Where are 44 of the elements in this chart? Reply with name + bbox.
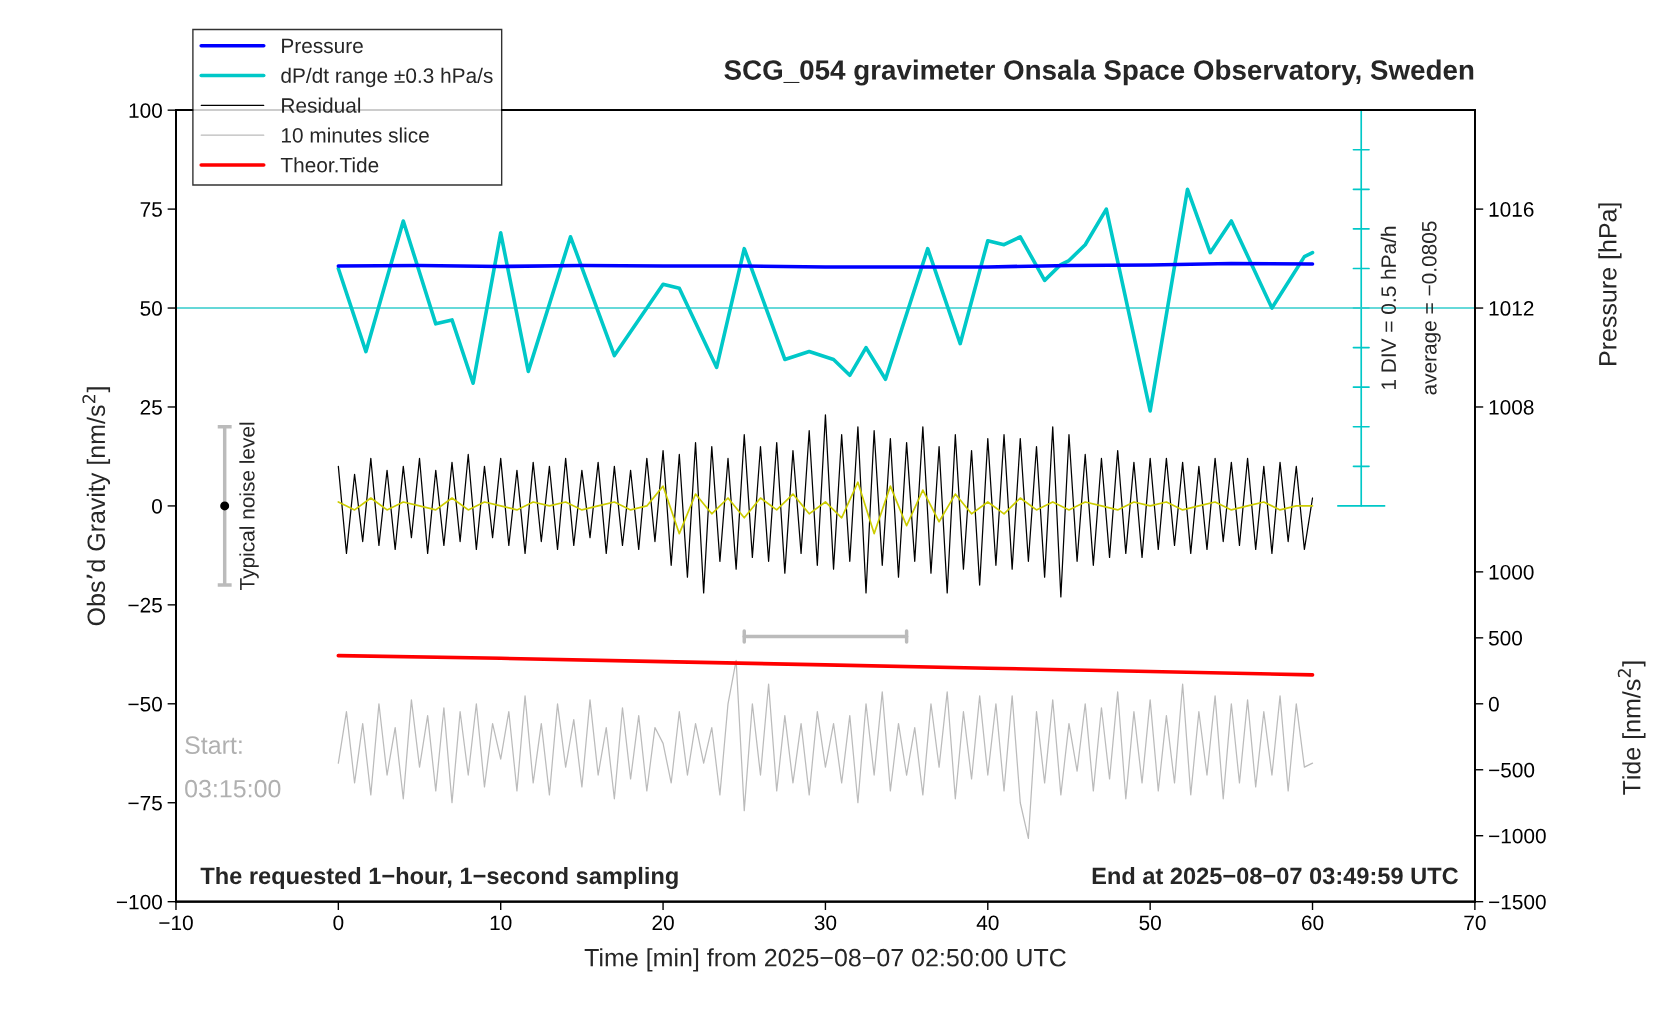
annotation: average = −0.0805 bbox=[1421, 221, 1441, 395]
x-axis-title: Time [min] from 2025−08−07 02:50:00 UTC bbox=[584, 948, 1066, 972]
legend-label: Theor.Tide bbox=[280, 157, 379, 173]
x-tick-label: 70 bbox=[1464, 915, 1486, 931]
y-tick-label: 0 bbox=[152, 498, 162, 514]
x-tick-label: −10 bbox=[159, 915, 193, 931]
y-tick-label: 75 bbox=[140, 202, 162, 217]
y3-tick-label: 1000 bbox=[1489, 564, 1534, 580]
y-tick-label: −100 bbox=[116, 894, 162, 910]
y-tick-label: −25 bbox=[128, 597, 162, 613]
y2-tick-label: 1012 bbox=[1489, 301, 1534, 316]
x-tick-label: 40 bbox=[976, 915, 999, 931]
legend-label: Pressure bbox=[282, 38, 363, 54]
x-tick-label: 20 bbox=[652, 915, 674, 931]
x-tick-label: 50 bbox=[1139, 915, 1161, 931]
y-tick-label: −50 bbox=[128, 696, 162, 712]
annotation: Start: bbox=[185, 736, 242, 755]
legend-label: 10 minutes slice bbox=[281, 127, 429, 143]
chart-title: SCG_054 gravimeter Onsala Space Observatory, Sweden bbox=[724, 59, 1474, 86]
y3-axis-title: Tide [nm/s$^{2}$] bbox=[1617, 661, 1646, 795]
legend-label: dP/dt range ±0.3 hPa/s bbox=[281, 67, 493, 88]
y-tick-label: −75 bbox=[128, 795, 162, 811]
y-tick-label: 100 bbox=[129, 103, 162, 118]
y-axis-title: Obs’d Gravity [nm/s$^{2}$] bbox=[82, 387, 111, 626]
y2-tick-label: 1016 bbox=[1489, 202, 1534, 217]
y3-tick-label: −1500 bbox=[1489, 894, 1546, 910]
y3-tick-label: −500 bbox=[1489, 762, 1535, 778]
x-tick-label: 10 bbox=[490, 915, 512, 931]
y-tick-label: 50 bbox=[140, 301, 162, 316]
annotation: The requested 1−hour, 1−second sampling bbox=[200, 866, 678, 889]
y2-tick-label: 1008 bbox=[1489, 399, 1534, 415]
annotation: 1 DIV = 0.5 hPa/h bbox=[1380, 226, 1397, 389]
annotation: 03:15:00 bbox=[185, 779, 281, 798]
y3-tick-label: 500 bbox=[1488, 630, 1523, 646]
y3-tick-label: 0 bbox=[1488, 696, 1499, 712]
x-tick-label: 60 bbox=[1301, 915, 1324, 931]
y2-axis-title: Pressure [hPa] bbox=[1598, 203, 1622, 365]
x-tick-label: 0 bbox=[333, 915, 344, 931]
annotation: Typical noise level bbox=[239, 422, 259, 590]
x-tick-label: 30 bbox=[814, 915, 837, 931]
y-tick-label: 25 bbox=[140, 399, 162, 415]
annotation: End at 2025−08−07 03:49:59 UTC bbox=[1092, 866, 1459, 885]
legend-label: Residual bbox=[282, 97, 361, 113]
y3-tick-label: −1000 bbox=[1489, 828, 1546, 844]
